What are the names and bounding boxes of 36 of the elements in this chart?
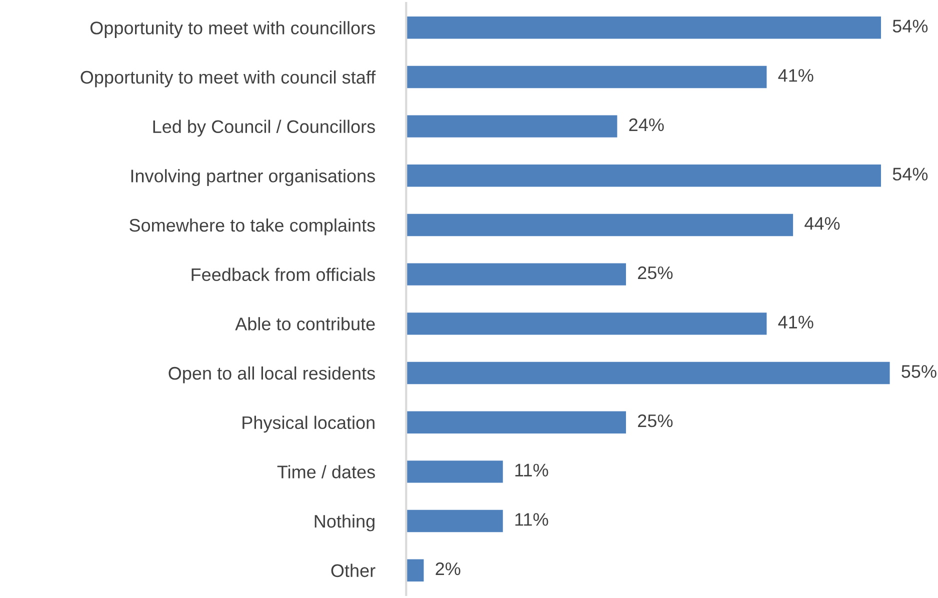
- bar: [406, 115, 618, 138]
- y-tick-label: Involving partner organisations: [131, 169, 375, 186]
- bar: [406, 66, 767, 88]
- data-label: 54%: [892, 20, 928, 33]
- y-tick-label: Time / dates: [277, 465, 375, 478]
- data-label: 11%: [515, 464, 548, 476]
- data-label: 25%: [638, 414, 673, 428]
- y-tick-label: Nothing: [314, 514, 374, 532]
- data-label: 24%: [629, 118, 664, 132]
- bar: [406, 164, 881, 187]
- bar: [406, 214, 794, 236]
- data-label: 25%: [638, 266, 673, 280]
- y-tick-label: Opportunity to meet with councillors: [90, 21, 375, 38]
- y-tick-label: Led by Council / Councillors: [153, 120, 375, 137]
- data-label: 54%: [892, 168, 928, 181]
- data-label: 2%: [436, 562, 460, 576]
- y-tick-label: Able to contribute: [235, 317, 375, 330]
- y-tick-label: Other: [331, 564, 376, 578]
- y-tick-label: Feedback from officials: [192, 268, 375, 282]
- bar: [406, 411, 626, 434]
- bar: [406, 460, 503, 483]
- bar: [406, 312, 767, 335]
- bar: [406, 16, 881, 39]
- bar: [406, 362, 890, 384]
- bar: [406, 263, 626, 286]
- bar: [406, 510, 503, 532]
- y-tick-label: Opportunity to meet with council staff: [80, 70, 376, 88]
- y-tick-label: Somewhere to take complaints: [130, 218, 375, 236]
- y-tick-label: Open to all local residents: [168, 366, 375, 384]
- data-label: 41%: [778, 69, 814, 82]
- data-label: 41%: [778, 316, 814, 328]
- data-label: 11%: [515, 513, 548, 526]
- data-label: 55%: [902, 365, 936, 378]
- y-tick-label: Physical location: [242, 416, 374, 433]
- data-label: 44%: [804, 217, 840, 230]
- bar: [406, 559, 424, 582]
